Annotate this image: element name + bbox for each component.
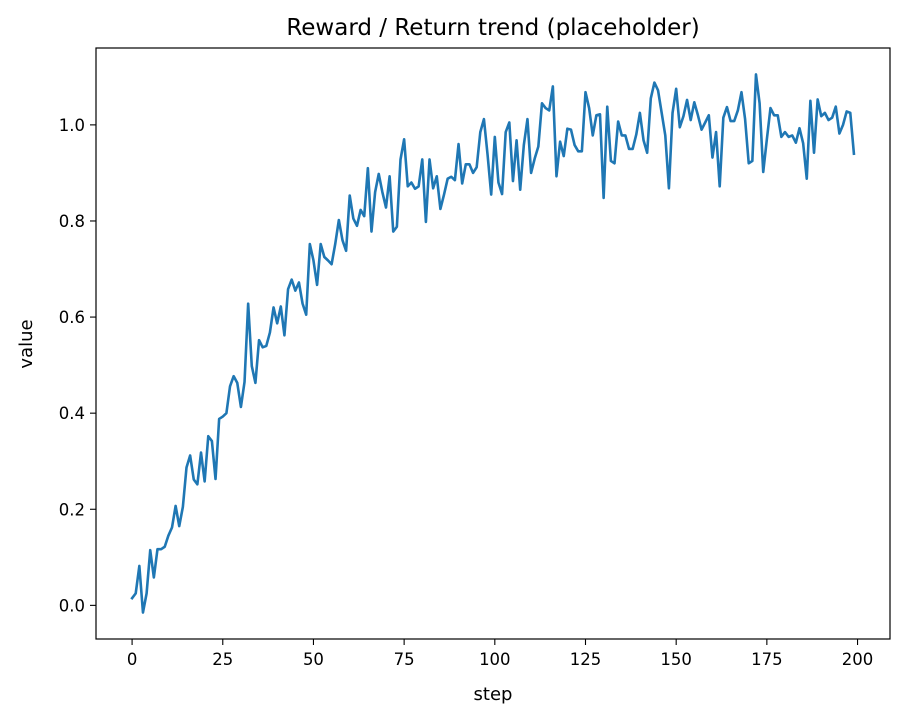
y-tick-label: 0.2 (59, 500, 85, 519)
y-tick-label: 1.0 (59, 116, 85, 135)
y-axis-ticks: 0.0 0.2 0.4 0.6 0.8 1.0 (59, 116, 96, 615)
x-tick-label: 100 (479, 650, 511, 669)
x-tick-label: 25 (212, 650, 233, 669)
y-tick-label: 0.6 (59, 308, 85, 327)
plot-area (130, 73, 856, 614)
x-tick-label: 125 (570, 650, 602, 669)
plot-frame (95, 47, 891, 640)
x-tick-label: 0 (127, 650, 138, 669)
x-tick-label: 175 (751, 650, 783, 669)
x-tick-label: 200 (842, 650, 874, 669)
y-tick-label: 0.4 (59, 404, 85, 423)
y-tick-label: 0.0 (59, 596, 85, 615)
x-axis-ticks: 0 25 50 75 100 125 150 175 200 (127, 639, 873, 669)
y-axis-label: value (16, 319, 37, 368)
x-tick-label: 75 (394, 650, 415, 669)
series-line (130, 73, 856, 614)
x-tick-label: 150 (660, 650, 692, 669)
x-tick-label: 50 (303, 650, 324, 669)
y-tick-label: 0.8 (59, 212, 85, 231)
chart-title: Reward / Return trend (placeholder) (286, 15, 699, 41)
x-axis-label: step (474, 684, 513, 705)
